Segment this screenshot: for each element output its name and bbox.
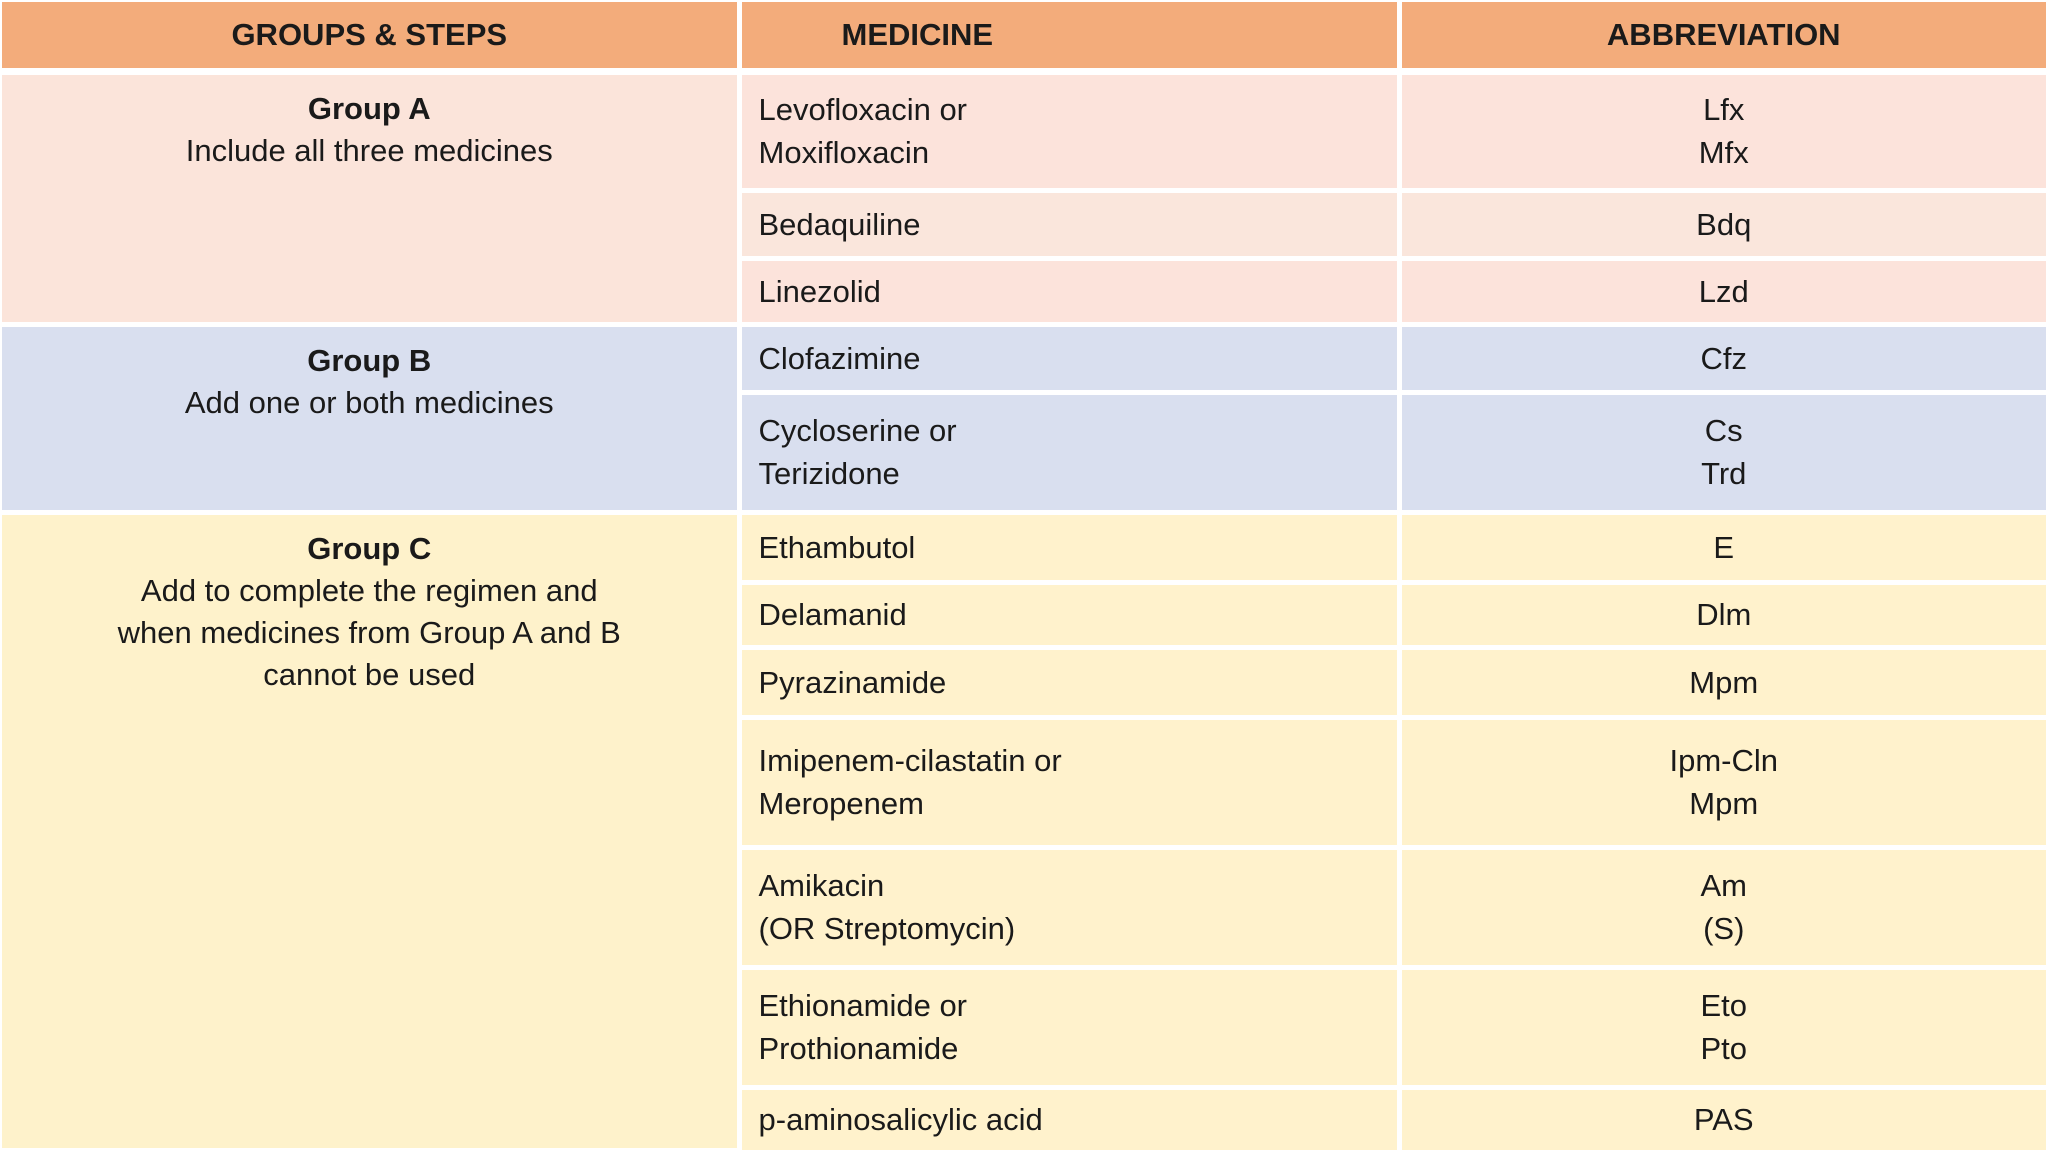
header-row: GROUPS & STEPS MEDICINE ABBREVIATION (2, 2, 2046, 75)
header-groups-steps: GROUPS & STEPS (2, 2, 742, 75)
abbreviation-cell: Mpm (1399, 647, 2046, 720)
medicine-line: Clofazimine (758, 340, 921, 376)
table-row: Amikacin (OR Streptomycin) Am (S) (2, 847, 2046, 970)
abbreviation-line: Am (1700, 868, 1748, 903)
medicine-line: (OR Streptomycin) (758, 911, 1016, 946)
group-a-cell: Group A Include all three medicines (2, 71, 742, 327)
medicine-line: Ethionamide or (758, 988, 968, 1023)
abbreviation-cell: Cs Trd (1399, 392, 2046, 515)
medicine-line: Ethambutol (758, 529, 916, 565)
group-a-title: Group A (307, 90, 431, 126)
abbreviation-line: Lzd (1698, 273, 1749, 309)
abbreviation-line: Mfx (1698, 135, 1749, 170)
medicine-cell: Delamanid (739, 582, 1402, 650)
table-row: Linezolid Lzd (2, 258, 2046, 327)
table-row: Group C Add to complete the regimen and … (2, 512, 2046, 1153)
abbreviation-line: E (1713, 529, 1735, 565)
abbreviation-line: Lfx (1703, 92, 1745, 127)
medicine-line: p-aminosalicylic acid (758, 1102, 1043, 1138)
table-row: Group A Include all three medicines Levo… (2, 71, 2046, 327)
medicine-cell: Bedaquiline (739, 190, 1402, 261)
medicine-cell: Linezolid (739, 258, 1402, 327)
abbreviation-line: Pto (1700, 1031, 1748, 1066)
abbreviation-cell: Cfz (1399, 324, 2046, 395)
medicine-cell: Pyrazinamide (739, 647, 1402, 720)
medicine-line: Delamanid (758, 597, 907, 632)
medicine-line: Moxifloxacin (758, 135, 930, 170)
header-medicine: MEDICINE (739, 2, 1402, 75)
table-row: Bedaquiline Bdq (2, 190, 2046, 261)
group-c-cell: Group C Add to complete the regimen and … (2, 512, 742, 1153)
abbreviation-cell: E (1399, 512, 2046, 585)
group-c-description-line: when medicines from Group A and B (117, 614, 621, 650)
abbreviation-line: Mpm (1689, 664, 1759, 700)
abbreviation-line: PAS (1693, 1102, 1754, 1138)
medicine-line: Pyrazinamide (758, 664, 947, 700)
abbreviation-cell: Bdq (1399, 190, 2046, 261)
table-row: Ethionamide or Prothionamide Eto Pto (2, 967, 2046, 1090)
medicine-line: Meropenem (758, 786, 924, 821)
table-row: Imipenem-cilastatin or Meropenem Ipm-Cln… (2, 717, 2046, 850)
medicine-cell: Cycloserine or Terizidone (739, 392, 1402, 515)
abbreviation-line: Eto (1700, 988, 1748, 1023)
abbreviation-cell: Ipm-Cln Mpm (1399, 717, 2046, 850)
table-row: Pyrazinamide Mpm (2, 647, 2046, 720)
medicine-line: Linezolid (758, 273, 881, 309)
medicine-line: Levofloxacin or (758, 92, 968, 127)
abbreviation-line: Cfz (1700, 340, 1748, 376)
abbreviation-line: Bdq (1696, 206, 1752, 242)
medicine-line: Cycloserine or (758, 413, 957, 448)
medicine-line: Prothionamide (758, 1031, 959, 1066)
group-a-description: Include all three medicines (185, 132, 553, 168)
header-abbreviation: ABBREVIATION (1399, 2, 2046, 75)
medicine-cell: Imipenem-cilastatin or Meropenem (739, 717, 1402, 850)
medicine-line: Imipenem-cilastatin or (758, 743, 1062, 778)
group-c-title: Group C (307, 530, 432, 566)
group-b-title: Group B (307, 342, 432, 378)
medicine-cell: Clofazimine (739, 324, 1402, 395)
abbreviation-cell: Eto Pto (1399, 967, 2046, 1090)
abbreviation-cell: Lfx Mfx (1399, 71, 2046, 193)
abbreviation-cell: Lzd (1399, 258, 2046, 327)
abbreviation-cell: Dlm (1399, 582, 2046, 650)
abbreviation-line: (S) (1703, 911, 1745, 946)
table-row: Cycloserine or Terizidone Cs Trd (2, 392, 2046, 515)
abbreviation-line: Dlm (1696, 597, 1752, 632)
abbreviation-line: Trd (1701, 456, 1747, 491)
abbreviation-line: Ipm-Cln (1669, 743, 1778, 778)
medicine-line: Amikacin (758, 868, 885, 903)
group-b-cell: Group B Add one or both medicines (2, 324, 742, 515)
table-row: Delamanid Dlm (2, 582, 2046, 650)
abbreviation-cell: PAS (1399, 1087, 2046, 1150)
medicine-cell: Levofloxacin or Moxifloxacin (739, 71, 1402, 193)
medicine-cell: Amikacin (OR Streptomycin) (739, 847, 1402, 970)
group-c-description-line: Add to complete the regimen and (140, 572, 598, 608)
medicine-line: Terizidone (758, 456, 900, 491)
table-row: p-aminosalicylic acid PAS (2, 1087, 2046, 1150)
medicine-cell: Ethambutol (739, 512, 1402, 585)
medicine-line: Bedaquiline (758, 206, 921, 242)
group-c-description-line: cannot be used (263, 656, 476, 692)
abbreviation-line: Mpm (1689, 786, 1759, 821)
group-b-description: Add one or both medicines (184, 384, 554, 420)
medicine-cell: p-aminosalicylic acid (739, 1087, 1402, 1150)
medicine-cell: Ethionamide or Prothionamide (739, 967, 1402, 1090)
abbreviation-cell: Am (S) (1399, 847, 2046, 970)
table-row: Group B Add one or both medicines Clofaz… (2, 324, 2046, 515)
abbreviation-line: Cs (1704, 413, 1743, 448)
